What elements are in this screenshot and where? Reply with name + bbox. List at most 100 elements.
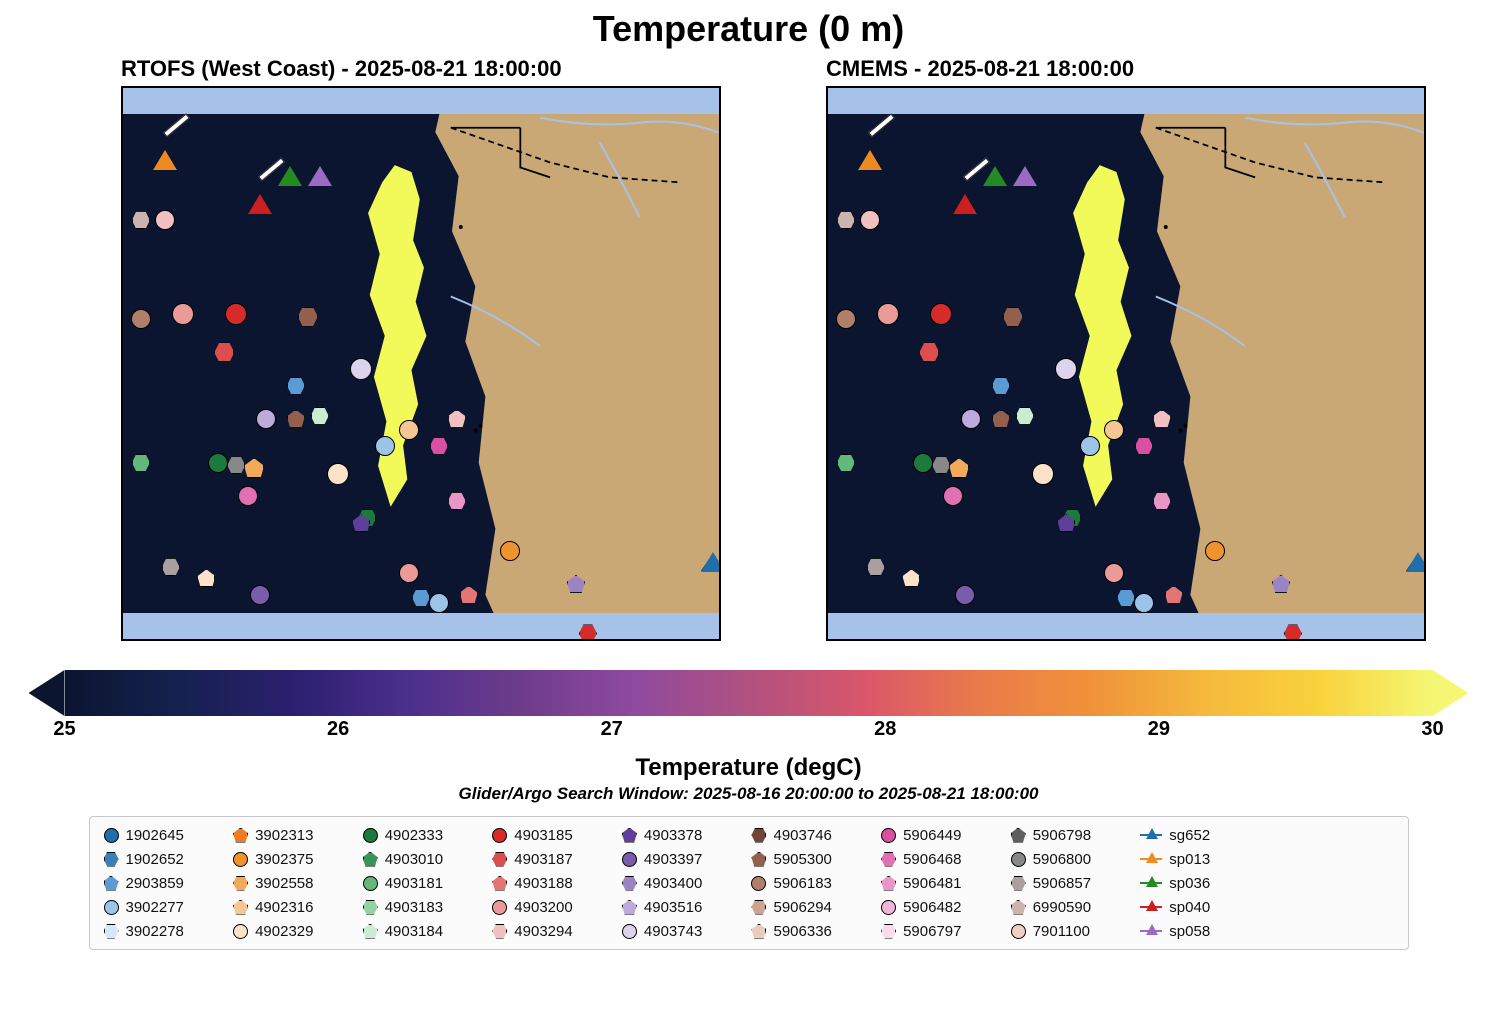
legend-item-4903400[interactable]: 4903400 xyxy=(622,871,746,895)
legend-label-6990590: 6990590 xyxy=(1033,899,1091,916)
marker-3902277-b[interactable] xyxy=(429,593,449,613)
marker-4903200-b[interactable] xyxy=(399,563,419,583)
legend-swatch-4903183 xyxy=(363,900,378,915)
marker-3902375-b[interactable] xyxy=(1205,541,1225,561)
legend-item-4902329[interactable]: 4902329 xyxy=(233,919,357,943)
marker-4903200-c[interactable] xyxy=(877,303,899,325)
legend-swatch-4903743 xyxy=(622,924,637,939)
legend-item-1902645[interactable]: 1902645 xyxy=(104,823,228,847)
legend-item-5905300[interactable]: 5905300 xyxy=(751,847,875,871)
marker-4903185-b[interactable] xyxy=(930,303,952,325)
legend-item-4903187[interactable]: 4903187 xyxy=(492,847,616,871)
marker-5906800-b[interactable] xyxy=(500,640,520,641)
marker-sp058[interactable] xyxy=(308,166,332,186)
marker-4903516[interactable] xyxy=(256,409,276,429)
legend-item-3902558[interactable]: 3902558 xyxy=(233,871,357,895)
marker-5906468[interactable] xyxy=(238,486,258,506)
marker-5906468-b[interactable] xyxy=(943,486,963,506)
legend-item-4902333[interactable]: 4902333 xyxy=(363,823,487,847)
legend-item-7901100[interactable]: 7901100 xyxy=(1011,919,1135,943)
marker-sg652[interactable] xyxy=(701,552,721,572)
colorbar-ticks: 25 26 27 28 29 30 xyxy=(29,716,1469,746)
marker-5906183-b[interactable] xyxy=(836,309,856,329)
map-rtofs[interactable]: 33°N 30°N 27°N 24°N 21°N 18°N 15°N 12°N … xyxy=(121,86,721,641)
legend-item-5906800[interactable]: 5906800 xyxy=(1011,847,1135,871)
marker-sp036-b[interactable] xyxy=(983,166,1007,186)
colorbar-gradient[interactable] xyxy=(65,670,1433,716)
legend-item-4903397[interactable]: 4903397 xyxy=(622,847,746,871)
legend-label-4903378: 4903378 xyxy=(644,827,702,844)
legend-item-3902278[interactable]: 3902278 xyxy=(104,919,228,943)
legend-item-2903859[interactable]: 2903859 xyxy=(104,871,228,895)
legend-item-sp058[interactable]: sp058 xyxy=(1140,919,1264,943)
legend-item-4903010[interactable]: 4903010 xyxy=(363,847,487,871)
legend-item-sp036[interactable]: sp036 xyxy=(1140,871,1264,895)
marker-4903200-d[interactable] xyxy=(1104,563,1124,583)
marker-4902329-c[interactable] xyxy=(1032,463,1054,485)
legend-item-4903200[interactable]: 4903200 xyxy=(492,895,616,919)
legend-item-3902313[interactable]: 3902313 xyxy=(233,823,357,847)
legend-swatch-3902313 xyxy=(233,828,248,843)
legend-item-5906857[interactable]: 5906857 xyxy=(1011,871,1135,895)
legend-swatch-4903187 xyxy=(492,852,507,867)
marker-sp036[interactable] xyxy=(278,166,302,186)
legend-item-4903188[interactable]: 4903188 xyxy=(492,871,616,895)
legend-item-3902277[interactable]: 3902277 xyxy=(104,895,228,919)
legend-item-5906336[interactable]: 5906336 xyxy=(751,919,875,943)
marker-sp013[interactable] xyxy=(153,150,177,170)
legend-item-5906798[interactable]: 5906798 xyxy=(1011,823,1135,847)
marker-4903516-b[interactable] xyxy=(961,409,981,429)
legend-item-5906481[interactable]: 5906481 xyxy=(881,871,1005,895)
marker-4903397-b[interactable] xyxy=(955,585,975,605)
marker-5906800-d[interactable] xyxy=(1205,640,1225,641)
legend-item-5906294[interactable]: 5906294 xyxy=(751,895,875,919)
marker-4903185[interactable] xyxy=(225,303,247,325)
legend-item-sp040[interactable]: sp040 xyxy=(1140,895,1264,919)
legend-item-4903184[interactable]: 4903184 xyxy=(363,919,487,943)
marker-4903743-b[interactable] xyxy=(1055,358,1077,380)
legend-item-sg652[interactable]: sg652 xyxy=(1140,823,1264,847)
marker-4902333-a[interactable] xyxy=(208,453,228,473)
legend-item-4903183[interactable]: 4903183 xyxy=(363,895,487,919)
marker-4903397[interactable] xyxy=(250,585,270,605)
legend-item-1902652[interactable]: 1902652 xyxy=(104,847,228,871)
legend-swatch-4903746 xyxy=(751,828,766,843)
legend-item-4902316[interactable]: 4902316 xyxy=(233,895,357,919)
marker-4903200[interactable] xyxy=(172,303,194,325)
legend-label-4903746: 4903746 xyxy=(773,827,831,844)
legend-item-5906482[interactable]: 5906482 xyxy=(881,895,1005,919)
legend-item-4903185[interactable]: 4903185 xyxy=(492,823,616,847)
legend-item-sp013[interactable]: sp013 xyxy=(1140,847,1264,871)
marker-4902316-b[interactable] xyxy=(1104,420,1124,440)
legend-item-3902375[interactable]: 3902375 xyxy=(233,847,357,871)
legend-item-6990590[interactable]: 6990590 xyxy=(1011,895,1135,919)
marker-4902316[interactable] xyxy=(399,420,419,440)
legend-item-5906183[interactable]: 5906183 xyxy=(751,871,875,895)
legend-item-5906449[interactable]: 5906449 xyxy=(881,823,1005,847)
marker-5906183[interactable] xyxy=(131,309,151,329)
marker-sg652-b[interactable] xyxy=(1406,552,1426,572)
marker-3902375[interactable] xyxy=(500,541,520,561)
marker-4903294[interactable] xyxy=(155,210,175,230)
legend-item-5906797[interactable]: 5906797 xyxy=(881,919,1005,943)
legend-item-5906468[interactable]: 5906468 xyxy=(881,847,1005,871)
legend-item-4903743[interactable]: 4903743 xyxy=(622,919,746,943)
marker-sp013-b[interactable] xyxy=(858,150,882,170)
map-cmems[interactable]: 33°N 30°N 27°N 24°N 21°N 18°N 15°N 12°N … xyxy=(826,86,1426,641)
marker-4902329[interactable] xyxy=(327,463,349,485)
legend-item-4903181[interactable]: 4903181 xyxy=(363,871,487,895)
marker-4903294-c[interactable] xyxy=(860,210,880,230)
legend-swatch-4903378 xyxy=(622,828,637,843)
marker-sp040-b[interactable] xyxy=(953,194,977,214)
marker-3902277[interactable] xyxy=(375,436,395,456)
legend-item-4903294[interactable]: 4903294 xyxy=(492,919,616,943)
marker-3902277-c[interactable] xyxy=(1080,436,1100,456)
marker-sp040[interactable] xyxy=(248,194,272,214)
marker-4902333-c[interactable] xyxy=(913,453,933,473)
marker-sp058-b[interactable] xyxy=(1013,166,1037,186)
marker-3902277-d[interactable] xyxy=(1134,593,1154,613)
legend-item-4903746[interactable]: 4903746 xyxy=(751,823,875,847)
legend-item-4903516[interactable]: 4903516 xyxy=(622,895,746,919)
legend-item-4903378[interactable]: 4903378 xyxy=(622,823,746,847)
marker-4903743[interactable] xyxy=(350,358,372,380)
